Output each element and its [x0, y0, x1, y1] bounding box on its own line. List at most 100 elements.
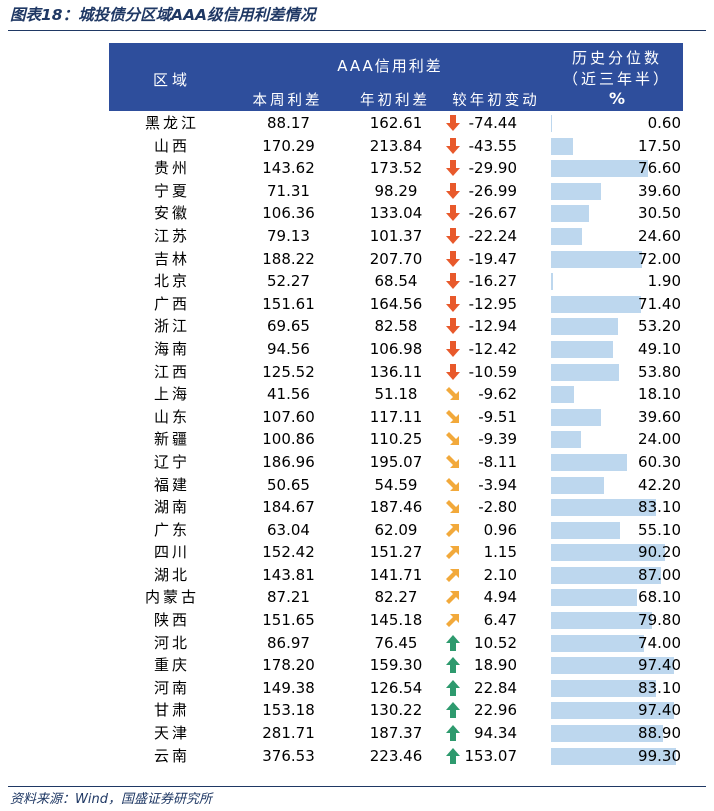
cell-change: 0.96: [483, 520, 517, 539]
cell-percentile: 72.00: [638, 249, 681, 268]
cell-current-spread: 50.65: [267, 475, 310, 494]
cell-year-start-spread: 145.18: [369, 611, 423, 630]
table-row: 北京 52.27 68.54 -16.27 1.90: [109, 270, 683, 293]
arrow-down-icon: [442, 361, 464, 384]
cell-current-spread: 152.42: [262, 543, 315, 562]
arrow-down-icon: [442, 338, 464, 361]
cell-current-spread: 376.53: [262, 746, 315, 765]
percentile-bar: [551, 702, 674, 720]
percentile-bar: [551, 657, 674, 675]
cell-current-spread: 69.65: [267, 317, 310, 336]
cell-year-start-spread: 159.30: [369, 656, 423, 675]
percentile-bar-track: [551, 519, 683, 542]
cell-current-spread: 151.61: [262, 294, 315, 313]
percentile-bar: [551, 273, 553, 291]
percentile-bar-track: [551, 202, 683, 225]
arrow-up-icon: [442, 677, 464, 700]
cell-percentile: 49.10: [638, 339, 681, 358]
percentile-bar-track: [551, 383, 683, 406]
percentile-bar-track: [551, 112, 683, 135]
cell-percentile: 71.40: [638, 294, 681, 313]
percentile-bar: [551, 476, 604, 494]
cell-year-start-spread: 110.25: [369, 430, 423, 449]
cell-year-start-spread: 82.58: [374, 317, 418, 336]
percentile-bar: [551, 408, 601, 426]
arrow-up-icon: [442, 654, 464, 677]
cell-year-start-spread: 187.46: [369, 498, 423, 517]
arrow-up-right-icon: [442, 609, 464, 632]
cell-region: 安徽: [153, 204, 190, 223]
arrow-down-icon: [442, 270, 464, 293]
cell-current-spread: 52.27: [267, 272, 310, 291]
percentile-bar: [551, 544, 665, 562]
header-year-start: 年初利差: [360, 93, 430, 109]
percentile-bar: [551, 431, 581, 449]
table-row: 宁夏 71.31 98.29 -26.99 39.60: [109, 180, 683, 203]
cell-current-spread: 153.18: [262, 701, 315, 720]
cell-region: 江苏: [153, 226, 190, 245]
cell-region: 浙江: [153, 317, 190, 336]
cell-percentile: 42.20: [638, 475, 681, 494]
percentile-bar-track: [551, 632, 683, 655]
cell-region: 湖南: [153, 498, 190, 517]
cell-region: 福建: [153, 475, 190, 494]
table-row: 安徽 106.36 133.04 -26.67 30.50: [109, 202, 683, 225]
arrow-down-right-icon: [442, 383, 464, 406]
arrow-down-icon: [442, 135, 464, 158]
cell-region: 陕西: [153, 611, 190, 630]
percentile-bar-track: [551, 699, 683, 722]
percentile-bar-track: [551, 293, 683, 316]
cell-percentile: 39.60: [638, 181, 681, 200]
percentile-bar-track: [551, 338, 683, 361]
table-row: 广东 63.04 62.09 0.96 55.10: [109, 519, 683, 542]
percentile-bar-track: [551, 225, 683, 248]
cell-change: 94.34: [474, 724, 517, 743]
arrow-down-right-icon: [442, 474, 464, 497]
figure-title: 图表18：城投债分区域AAA级信用利差情况: [10, 6, 316, 24]
cell-year-start-spread: 136.11: [369, 362, 423, 381]
cell-percentile: 17.50: [638, 136, 681, 155]
cell-percentile: 97.40: [638, 701, 681, 720]
arrow-down-icon: [442, 180, 464, 203]
cell-region: 新疆: [153, 430, 190, 449]
cell-change: -16.27: [468, 272, 517, 291]
percentile-bar-track: [551, 406, 683, 429]
cell-percentile: 99.30: [638, 746, 681, 765]
title-divider: [8, 30, 706, 31]
cell-year-start-spread: 126.54: [369, 678, 423, 697]
cell-current-spread: 107.60: [262, 407, 315, 426]
header-region: 区域: [152, 71, 191, 89]
percentile-bar-track: [551, 157, 683, 180]
cell-change: -22.24: [468, 226, 517, 245]
header-change: 较年初变动: [452, 93, 540, 109]
cell-percentile: 24.00: [638, 430, 681, 449]
table-row: 湖南 184.67 187.46 -2.80 83.10: [109, 496, 683, 519]
percentile-bar: [551, 318, 618, 336]
cell-year-start-spread: 151.27: [369, 543, 423, 562]
percentile-bar: [551, 340, 613, 358]
header-aaa-spread: AAA信用利差: [337, 57, 443, 75]
cell-year-start-spread: 82.27: [374, 588, 418, 607]
percentile-bar-track: [551, 654, 683, 677]
cell-year-start-spread: 117.11: [369, 407, 423, 426]
cell-region: 黑龙江: [144, 114, 199, 132]
cell-change: 6.47: [483, 611, 517, 630]
cell-year-start-spread: 68.54: [374, 272, 418, 291]
cell-percentile: 97.40: [638, 656, 681, 675]
cell-percentile: 18.10: [638, 385, 681, 404]
cell-year-start-spread: 54.59: [374, 475, 418, 494]
source-note: 资料来源：Wind，国盛证券研究所: [10, 792, 212, 807]
cell-change: -43.55: [468, 136, 517, 155]
header-current-week: 本周利差: [252, 93, 323, 109]
table-row: 山西 170.29 213.84 -43.55 17.50: [109, 135, 683, 158]
table-row: 黑龙江 88.17 162.61 -74.44 0.60: [109, 112, 683, 135]
cell-current-spread: 143.81: [262, 565, 315, 584]
cell-percentile: 39.60: [638, 407, 681, 426]
table-row: 河北 86.97 76.45 10.52 74.00: [109, 632, 683, 655]
cell-percentile: 1.90: [647, 272, 681, 291]
arrow-up-icon: [442, 745, 464, 768]
percentile-bar-track: [551, 248, 683, 271]
cell-year-start-spread: 101.37: [369, 226, 423, 245]
cell-year-start-spread: 213.84: [369, 136, 423, 155]
cell-current-spread: 88.17: [267, 114, 310, 132]
